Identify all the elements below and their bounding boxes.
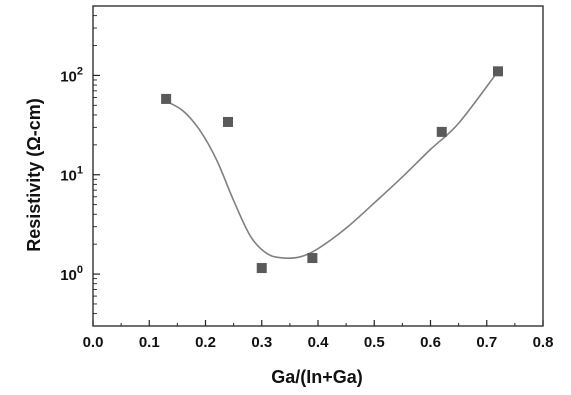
y-tick-label: 102 <box>60 65 83 85</box>
x-tick-label: 0.3 <box>251 334 272 351</box>
data-point <box>256 263 267 274</box>
data-point <box>436 126 447 137</box>
labels-layer: 0.0 0.1 0.2 0.3 0.4 0.5 0.6 0.7 0.8 100 101 102 <box>60 65 553 351</box>
data-point <box>223 116 233 127</box>
y-tick-label: 101 <box>60 165 83 185</box>
data-point <box>307 253 318 264</box>
x-axis-title: Ga/(In+Ga) <box>271 367 363 387</box>
x-tick-label: 0.7 <box>476 334 497 351</box>
x-tick-label: 0.5 <box>364 334 385 351</box>
x-tick-label: 0.2 <box>195 334 216 351</box>
plot-frame <box>92 5 544 327</box>
data-point <box>493 66 503 77</box>
x-tick-label: 0.4 <box>308 334 330 351</box>
x-tick-label: 0.0 <box>83 334 104 351</box>
trend-line <box>165 70 499 260</box>
ticks-layer <box>92 5 544 327</box>
x-tick-label: 0.1 <box>139 334 160 351</box>
data-point <box>161 93 172 104</box>
trend-layer <box>165 70 499 260</box>
x-tick-label: 0.8 <box>533 334 554 351</box>
x-tick-label: 0.6 <box>420 334 441 351</box>
plot-frame-layer <box>92 5 544 327</box>
y-axis-title: Resistivity (Ω-cm) <box>24 98 44 251</box>
points-layer <box>161 66 503 274</box>
y-tick-label: 100 <box>60 264 83 284</box>
